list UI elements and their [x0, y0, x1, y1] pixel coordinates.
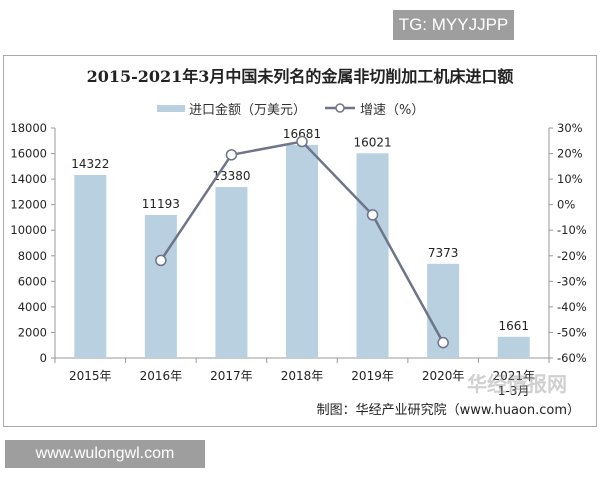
source-note: 制图：华经产业研究院（www.huaon.com）	[317, 403, 580, 418]
right-tick-label: -30%	[557, 274, 587, 288]
bar	[74, 174, 107, 358]
left-tick-label: 8000	[18, 249, 47, 263]
bar-label: 16681	[283, 127, 321, 141]
bar	[356, 153, 389, 358]
left-tick-label: 10000	[10, 223, 47, 237]
left-tick-label: 14000	[10, 172, 47, 186]
bar-label: 7373	[428, 246, 459, 260]
x-tick-label: 2018年	[281, 369, 324, 383]
growth-point	[155, 254, 167, 267]
left-tick-label: 16000	[10, 147, 47, 161]
growth-point	[366, 209, 379, 221]
x-tick-label: 2020年	[422, 369, 465, 383]
bar-label: 1661	[498, 319, 529, 333]
growth-point	[225, 149, 238, 161]
bar-label: 14322	[71, 157, 109, 171]
x-tick-label: 2015年	[69, 369, 112, 383]
legend-bar-swatch	[157, 105, 185, 112]
x-tick-label: 2017年	[210, 369, 253, 383]
x-tick-label: 2016年	[140, 369, 183, 383]
x-tick-label: 2021年	[492, 369, 535, 383]
bar	[497, 336, 530, 358]
right-tick-label: -20%	[557, 249, 587, 263]
bar	[286, 144, 318, 358]
bar	[144, 214, 177, 358]
watermark-top: TG: MYYJJPP	[393, 10, 514, 40]
chart-title: 2015-2021年3月中国未列名的金属非切削加工机床进口额	[87, 67, 514, 86]
right-tick-label: 0%	[557, 198, 575, 212]
x-tick-sublabel: 1-3月	[498, 384, 530, 398]
right-tick-label: -40%	[557, 300, 587, 314]
left-tick-label: 2000	[18, 325, 47, 339]
growth-point	[437, 336, 449, 349]
right-tick-label: -50%	[557, 325, 587, 339]
bar-label: 11193	[142, 197, 180, 211]
bar	[215, 187, 248, 358]
logo-watermark: 华经情报网	[467, 372, 567, 396]
right-tick-label: 20%	[557, 147, 583, 161]
right-tick-label: -60%	[557, 351, 587, 365]
legend-line-label: 增速（%）	[360, 103, 424, 118]
bar-label: 16021	[353, 135, 391, 149]
bar-label: 13380	[212, 169, 250, 183]
left-tick-label: 12000	[10, 198, 47, 212]
left-tick-label: 6000	[18, 274, 47, 288]
legend-bar-label: 进口金额（万美元）	[189, 102, 306, 118]
left-tick-label: 0	[40, 351, 47, 365]
x-tick-label: 2019年	[351, 369, 394, 383]
growth-point	[296, 135, 308, 148]
right-tick-label: 10%	[557, 172, 583, 186]
legend-line-marker	[335, 103, 345, 113]
right-tick-label: -10%	[557, 223, 587, 237]
right-tick-label: 30%	[557, 121, 583, 135]
left-tick-label: 18000	[10, 121, 47, 135]
watermark-bottom: www.wulongwl.com	[5, 440, 205, 468]
left-tick-label: 4000	[18, 300, 47, 314]
